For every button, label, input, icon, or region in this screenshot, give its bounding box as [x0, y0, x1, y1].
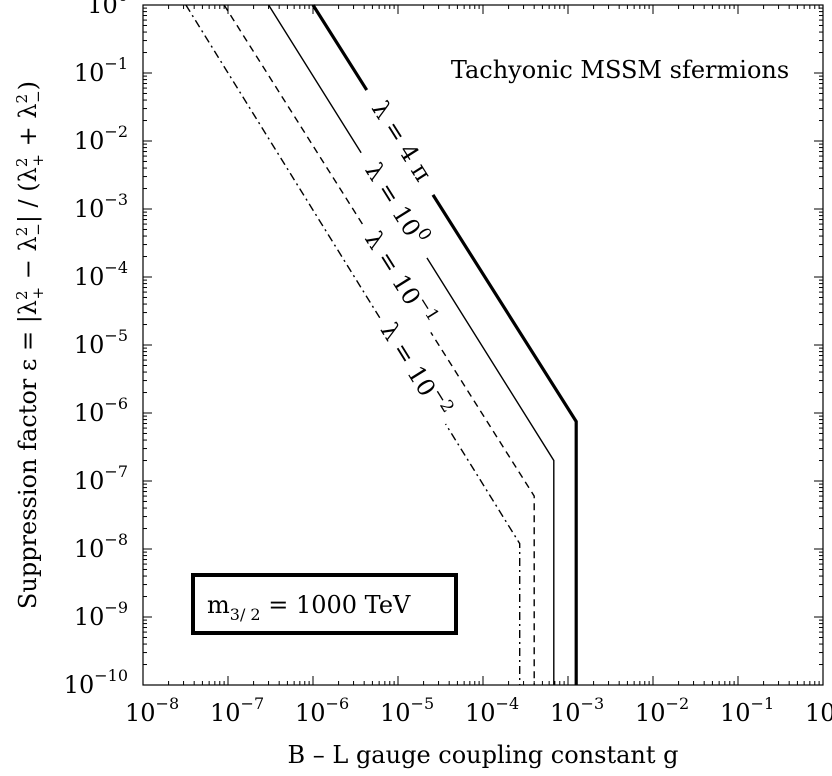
x-axis-label: B – L gauge coupling constant g	[287, 741, 678, 769]
series-line-2	[223, 4, 535, 685]
y-tick-exp: 0	[118, 0, 128, 5]
x-tick-exp: −6	[326, 694, 350, 713]
y-tick-base: 10	[74, 127, 105, 155]
series-line-3	[185, 4, 521, 685]
mass-box-subscript: 3/ 2	[230, 605, 261, 624]
x-tick-exp: −1	[751, 694, 775, 713]
y-tick-label: 10−3	[74, 190, 128, 223]
mass-box-prefix: m	[207, 591, 230, 619]
y-tick-base: 10	[74, 59, 105, 87]
y-tick-label: 100	[87, 0, 128, 19]
x-tick-base: 10	[210, 699, 241, 727]
y-tick-label: 10−5	[74, 326, 128, 359]
x-tick-exp: −3	[581, 694, 605, 713]
y-tick-base: 10	[64, 671, 95, 699]
y-axis-label-sup3: 2	[13, 158, 31, 168]
y-tick-base: 10	[74, 535, 105, 563]
x-tick-base: 10	[465, 699, 496, 727]
curve-label-bg	[357, 79, 450, 201]
x-tick-base: 10	[550, 699, 581, 727]
mass-box-suffix: = 1000 TeV	[261, 591, 411, 619]
y-axis-label-sup2: 2	[13, 227, 31, 237]
y-tick-base: 10	[74, 467, 105, 495]
y-axis-label-plus: + λ	[14, 103, 42, 154]
y-tick-label: 10−4	[74, 258, 128, 291]
y-axis-label-sub2: −	[29, 223, 47, 236]
mass-box: m3/ 2 = 1000 TeV	[191, 573, 458, 635]
y-tick-base: 10	[74, 263, 105, 291]
y-axis-label-sub3: +	[29, 154, 47, 167]
x-tick-exp: −2	[666, 694, 690, 713]
y-axis-label-lead: Suppression factor ε = |λ	[14, 300, 43, 609]
x-tick-base: 10	[805, 699, 832, 727]
x-tick-exp: −5	[411, 694, 435, 713]
y-tick-label: 10−9	[74, 598, 128, 631]
y-axis-label-sub4: −	[29, 90, 47, 103]
svg-text:Suppression factor ε = |λ2+ −: Suppression factor ε = |λ2+ − λ2−| / (λ2…	[13, 81, 47, 609]
annotation-text: Tachyonic MSSM sfermions	[451, 56, 789, 84]
x-tick-base: 10	[380, 699, 411, 727]
y-tick-labels: 10010−110−210−310−410−510−610−710−810−91…	[64, 0, 128, 699]
y-tick-base: 10	[74, 331, 105, 359]
y-tick-exp: −1	[104, 54, 128, 73]
x-tick-label: 10−3	[550, 694, 604, 727]
y-tick-label: 10−6	[74, 394, 128, 427]
y-axis-label: Suppression factor ε = |λ2+ − λ2−| / (λ2…	[13, 81, 47, 609]
y-tick-base: 10	[74, 399, 105, 427]
y-tick-exp: −9	[104, 598, 128, 617]
y-tick-label: 10−1	[74, 54, 128, 87]
y-axis-label-close: )	[14, 81, 42, 90]
x-tick-labels: 10−810−710−610−510−410−310−210−1100	[125, 694, 832, 727]
y-tick-exp: −10	[94, 666, 128, 685]
x-tick-label: 10−7	[210, 694, 264, 727]
x-tick-label: 100	[805, 694, 832, 727]
y-tick-base: 10	[74, 603, 105, 631]
y-axis-label-mid: − λ	[14, 236, 42, 287]
x-tick-label: 10−4	[465, 694, 519, 727]
y-tick-exp: −7	[104, 462, 128, 481]
y-tick-label: 10−8	[74, 530, 128, 563]
curve-label-bg	[355, 217, 447, 339]
x-tick-label: 10−2	[635, 694, 689, 727]
mass-box-frame	[191, 573, 458, 635]
y-tick-label: 10−10	[64, 666, 128, 699]
y-axis-label-sub1: +	[29, 287, 47, 300]
y-tick-base: 10	[74, 195, 105, 223]
x-tick-base: 10	[635, 699, 666, 727]
x-tick-base: 10	[720, 699, 751, 727]
x-tick-exp: −4	[496, 694, 520, 713]
y-tick-exp: −5	[104, 326, 128, 345]
x-tick-label: 10−6	[295, 694, 349, 727]
y-tick-exp: −4	[104, 258, 128, 277]
x-tick-exp: −8	[156, 694, 180, 713]
x-tick-exp: −7	[241, 694, 265, 713]
y-axis-label-sup1: 2	[13, 290, 31, 300]
x-tick-base: 10	[125, 699, 156, 727]
y-tick-label: 10−2	[74, 122, 128, 155]
tick-marks	[142, 4, 824, 686]
y-axis-label-sup4: 2	[13, 94, 31, 104]
y-tick-exp: −6	[104, 394, 128, 413]
y-tick-exp: −8	[104, 530, 128, 549]
x-tick-base: 10	[295, 699, 326, 727]
x-tick-label: 10−5	[380, 694, 434, 727]
y-axis-label-end: | / (λ	[14, 167, 43, 223]
x-tick-label: 10−8	[125, 694, 179, 727]
y-tick-label: 10−7	[74, 462, 128, 495]
y-tick-exp: −3	[104, 190, 128, 209]
mass-box-label: m3/ 2 = 1000 TeV	[207, 591, 411, 624]
y-tick-exp: −2	[104, 122, 128, 141]
x-tick-label: 10−1	[720, 694, 774, 727]
curve-label-bg	[370, 308, 462, 430]
curve-label-text: λ = 10−2	[375, 316, 458, 423]
curve-label-bg	[351, 142, 444, 264]
y-tick-base: 10	[87, 0, 118, 19]
